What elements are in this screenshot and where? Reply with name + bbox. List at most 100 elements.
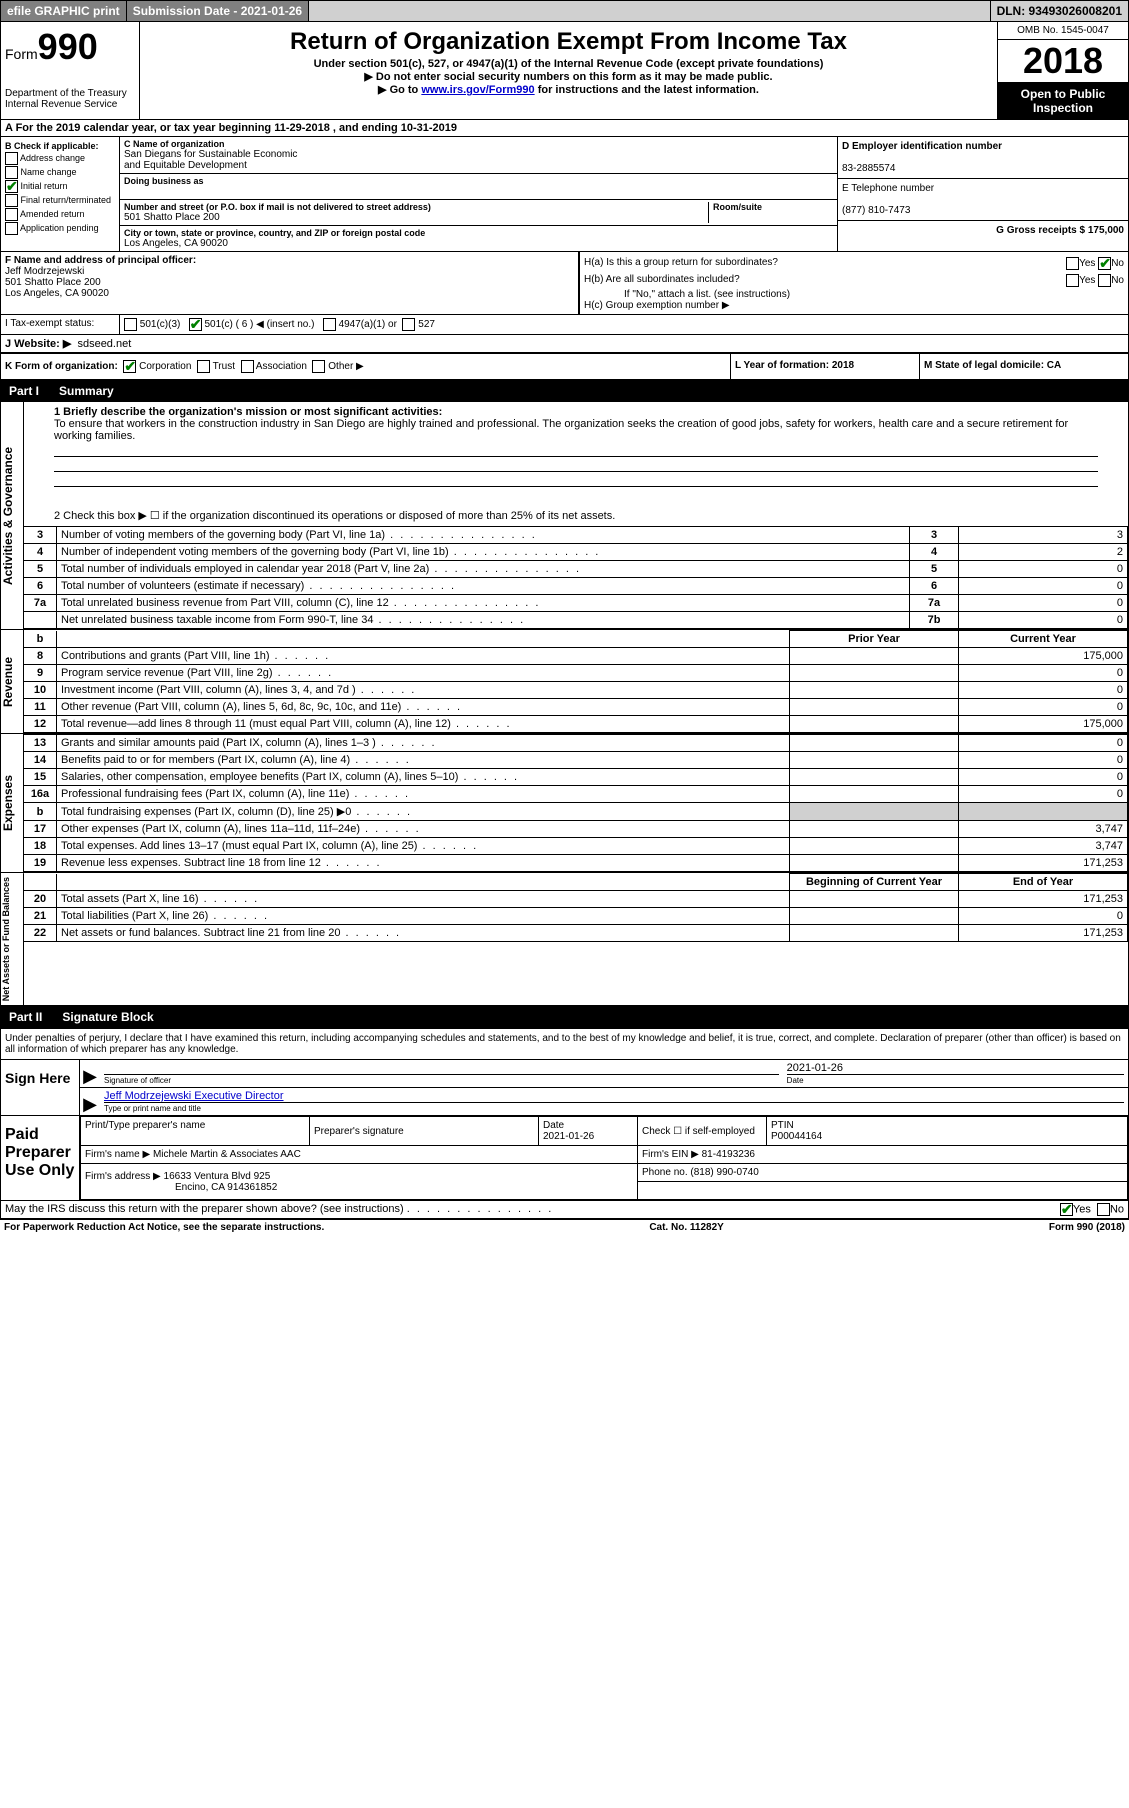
form-subtitle: Under section 501(c), 527, or 4947(a)(1)… [144,58,993,70]
officer-addr2: Los Angeles, CA 90020 [5,288,109,299]
foot-mid: Cat. No. 11282Y [649,1222,723,1233]
hc-label: H(c) Group exemption number ▶ [584,300,1124,311]
prep-name-label: Print/Type preparer's name [85,1120,205,1131]
penalty-text: Under penalties of perjury, I declare th… [0,1028,1129,1060]
cb-final-return[interactable]: Final return/terminated [5,194,115,207]
spacer [309,1,990,21]
cb-initial-return[interactable]: Initial return [5,180,115,193]
table-row: 16aProfessional fundraising fees (Part I… [24,786,1128,803]
line-2: 2 Check this box ▶ ☐ if the organization… [24,505,1128,526]
table-row: 21Total liabilities (Part X, line 26)0 [24,908,1128,925]
mission-block: 1 Briefly describe the organization's mi… [24,402,1128,505]
cb-name-change[interactable]: Name change [5,166,115,179]
firm-phone: (818) 990-0740 [690,1167,758,1178]
year-formation: L Year of formation: 2018 [735,360,854,371]
table-row: 5Total number of individuals employed in… [24,561,1128,578]
col-d-ein: D Employer identification number 83-2885… [838,137,1128,251]
cb-527[interactable]: 527 [418,319,435,330]
mission-text: To ensure that workers in the constructi… [54,418,1068,442]
cb-amended[interactable]: Amended return [5,208,115,221]
section-activities-governance: Activities & Governance 1 Briefly descri… [0,402,1129,630]
row-j-website: J Website: ▶ sdseed.net [0,334,1129,353]
dept-irs: Internal Revenue Service [5,99,135,110]
signer-name-link[interactable]: Jeff Modrzejewski Executive Director [104,1090,284,1102]
hb-label: H(b) Are all subordinates included? [584,274,740,287]
vlabel-ag: Activities & Governance [1,402,24,629]
sign-here-block: Sign Here ▶ Signature of officer 2021-01… [0,1060,1129,1116]
table-row: 8Contributions and grants (Part VIII, li… [24,648,1128,665]
city-value: Los Angeles, CA 90020 [124,238,833,249]
col-b-header: B Check if applicable: [5,141,99,151]
cb-4947[interactable]: 4947(a)(1) or [339,319,397,330]
form990-link[interactable]: www.irs.gov/Form990 [421,84,534,96]
submission-date: Submission Date - 2021-01-26 [127,1,309,21]
dba-label: Doing business as [124,176,833,186]
open-inspection: Open to PublicInspection [998,83,1128,119]
cb-other[interactable]: Other ▶ [328,361,363,372]
ptin-value: P00044164 [771,1131,822,1142]
paid-preparer-label: Paid Preparer Use Only [1,1116,80,1200]
table-row: 19Revenue less expenses. Subtract line 1… [24,855,1128,872]
cb-assoc[interactable]: Association [256,361,307,372]
arrow-icon: ▶ [80,1088,100,1115]
vlabel-revenue: Revenue [1,630,24,733]
cb-501c3[interactable]: 501(c)(3) [140,319,181,330]
form-number: 990 [38,26,98,67]
firm-ein-label: Firm's EIN ▶ [642,1149,699,1160]
dln-label: DLN: 93493026008201 [991,1,1128,21]
ha-label: H(a) Is this a group return for subordin… [584,257,778,270]
irs-yes-no[interactable]: Yes No [1060,1203,1124,1216]
net-header-row: Beginning of Current Year End of Year [24,874,1128,891]
form-label: Form [5,46,38,62]
note2-pre: ▶ Go to [378,84,421,96]
table-row: 3Number of voting members of the governi… [24,527,1128,544]
hb-note: If "No," attach a list. (see instruction… [584,289,1124,300]
org-name-2: and Equitable Development [124,160,833,171]
irs-question: May the IRS discuss this return with the… [5,1203,404,1215]
dept-treasury: Department of the Treasury [5,88,135,99]
phone-label: E Telephone number [842,183,934,194]
part1-header: Part I Summary [0,380,1129,402]
form-org-label: K Form of organization: [5,361,118,372]
prep-date-label: Date [543,1120,564,1131]
officer-addr1: 501 Shatto Place 200 [5,277,101,288]
ag-table: 3Number of voting members of the governi… [24,526,1128,629]
top-bar: efile GRAPHIC print Submission Date - 20… [0,0,1129,22]
preparer-table: Print/Type preparer's name Preparer's si… [80,1116,1128,1200]
state-domicile: M State of legal domicile: CA [924,360,1061,371]
table-row: 6Total number of volunteers (estimate if… [24,578,1128,595]
revenue-table: b Prior Year Current Year 8Contributions… [24,630,1128,733]
officer-name: Jeff Modrzejewski [5,266,84,277]
paid-preparer-block: Paid Preparer Use Only Print/Type prepar… [0,1116,1129,1201]
row-k-l-m: K Form of organization: Corporation Trus… [0,353,1129,380]
col-b-checkboxes: B Check if applicable: Address change Na… [1,137,120,251]
efile-button[interactable]: efile GRAPHIC print [1,1,127,21]
header-right: OMB No. 1545-0047 2018 Open to PublicIns… [998,22,1128,119]
expenses-table: 13Grants and similar amounts paid (Part … [24,734,1128,872]
prep-sig-label: Preparer's signature [314,1126,404,1137]
firm-addr-label: Firm's address ▶ [85,1171,161,1182]
table-row: 14Benefits paid to or for members (Part … [24,752,1128,769]
mission-label: 1 Briefly describe the organization's mi… [54,406,442,418]
cb-address-change[interactable]: Address change [5,152,115,165]
website-value: sdseed.net [77,338,131,350]
table-row: 4Number of independent voting members of… [24,544,1128,561]
arrow-icon: ▶ [80,1060,100,1087]
prep-self-employed[interactable]: Check ☐ if self-employed [638,1117,767,1146]
phone-value: (877) 810-7473 [842,205,910,216]
table-row: 7aTotal unrelated business revenue from … [24,595,1128,612]
table-row: bTotal fundraising expenses (Part IX, co… [24,803,1128,821]
cb-corp[interactable]: Corporation [139,361,191,372]
city-label: City or town, state or province, country… [124,228,833,238]
rev-header-row: b Prior Year Current Year [24,631,1128,648]
org-name-label: C Name of organization [124,139,833,149]
cb-trust[interactable]: Trust [213,361,235,372]
col-c-org: C Name of organization San Diegans for S… [120,137,838,251]
ssn-note: ▶ Do not enter social security numbers o… [144,70,993,83]
cb-501c[interactable]: 501(c) ( 6 ) ◀ (insert no.) [204,319,314,330]
table-row: 11Other revenue (Part VIII, column (A), … [24,699,1128,716]
form-title: Return of Organization Exempt From Incom… [144,28,993,56]
cb-application[interactable]: Application pending [5,222,115,235]
table-row: 15Salaries, other compensation, employee… [24,769,1128,786]
section-net-assets: Net Assets or Fund Balances Beginning of… [0,873,1129,1006]
